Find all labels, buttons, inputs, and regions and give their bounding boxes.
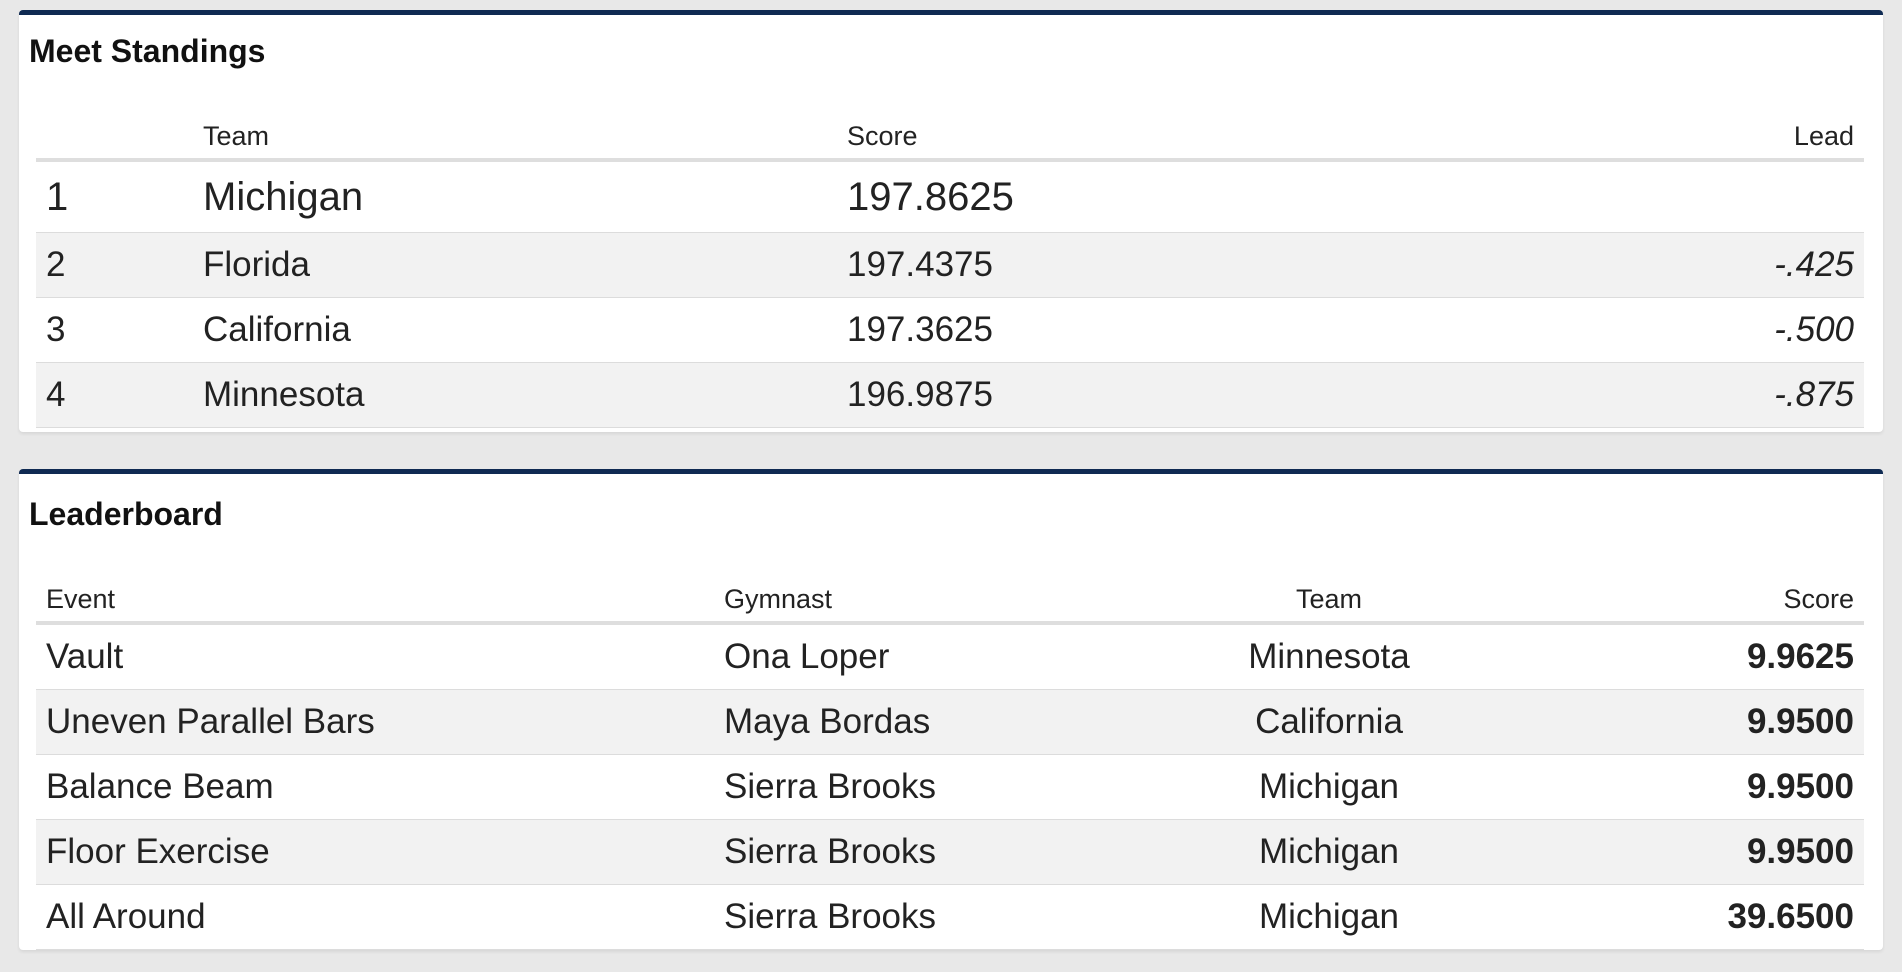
team: California <box>193 297 837 363</box>
table-row: Uneven Parallel Bars Maya Bordas Califor… <box>36 689 1864 755</box>
table-row: 2 Florida 197.4375 -.425 <box>36 232 1864 298</box>
standings-table: Team Score Lead 1 Michigan 197.8625 2 Fl… <box>36 108 1864 428</box>
lead <box>1337 160 1864 233</box>
gymnast: Sierra Brooks <box>714 884 1154 950</box>
header-event[interactable]: Event <box>36 571 714 625</box>
event: Vault <box>36 623 714 690</box>
score: 197.3625 <box>837 297 1337 363</box>
table-row: Floor Exercise Sierra Brooks Michigan 9.… <box>36 819 1864 885</box>
event: Floor Exercise <box>36 819 714 885</box>
team: Michigan <box>1154 819 1504 885</box>
leaderboard-title: Leaderboard <box>29 496 223 532</box>
meet-standings-card: Meet Standings Team Score Lead 1 Michiga… <box>19 10 1883 432</box>
header-lead[interactable]: Lead <box>1337 108 1864 162</box>
table-row: 4 Minnesota 196.9875 -.875 <box>36 362 1864 428</box>
header-gymnast[interactable]: Gymnast <box>714 571 1154 625</box>
leaderboard-card: Leaderboard Event Gymnast Team Score Vau… <box>19 469 1883 950</box>
table-row: 3 California 197.3625 -.500 <box>36 297 1864 363</box>
header-team[interactable]: Team <box>193 108 837 162</box>
team: Minnesota <box>193 362 837 428</box>
event: All Around <box>36 884 714 950</box>
table-row: 1 Michigan 197.8625 <box>36 160 1864 233</box>
leaderboard-table: Event Gymnast Team Score Vault Ona Loper… <box>36 571 1864 950</box>
header-score[interactable]: Score <box>837 108 1337 162</box>
team: Minnesota <box>1154 623 1504 690</box>
lead: -.500 <box>1337 297 1864 363</box>
score: 39.6500 <box>1504 884 1864 950</box>
rank: 4 <box>36 362 193 428</box>
score: 9.9500 <box>1504 754 1864 820</box>
table-row: Vault Ona Loper Minnesota 9.9625 <box>36 623 1864 690</box>
lead: -.875 <box>1337 362 1864 428</box>
table-row: Balance Beam Sierra Brooks Michigan 9.95… <box>36 754 1864 820</box>
team: Michigan <box>1154 884 1504 950</box>
rank: 1 <box>36 160 193 233</box>
team: Michigan <box>1154 754 1504 820</box>
table-row: All Around Sierra Brooks Michigan 39.650… <box>36 884 1864 950</box>
score: 196.9875 <box>837 362 1337 428</box>
gymnast: Maya Bordas <box>714 689 1154 755</box>
lead: -.425 <box>1337 232 1864 298</box>
header-team[interactable]: Team <box>1154 571 1504 625</box>
event: Uneven Parallel Bars <box>36 689 714 755</box>
gymnast: Ona Loper <box>714 623 1154 690</box>
score: 9.9625 <box>1504 623 1864 690</box>
score: 197.8625 <box>837 160 1337 233</box>
score: 9.9500 <box>1504 689 1864 755</box>
team: Michigan <box>193 160 837 233</box>
rank: 2 <box>36 232 193 298</box>
meet-standings-title: Meet Standings <box>29 33 266 69</box>
score: 197.4375 <box>837 232 1337 298</box>
gymnast: Sierra Brooks <box>714 819 1154 885</box>
team: California <box>1154 689 1504 755</box>
team: Florida <box>193 232 837 298</box>
header-rank <box>36 108 193 162</box>
gymnast: Sierra Brooks <box>714 754 1154 820</box>
score: 9.9500 <box>1504 819 1864 885</box>
event: Balance Beam <box>36 754 714 820</box>
header-score[interactable]: Score <box>1504 571 1864 625</box>
rank: 3 <box>36 297 193 363</box>
